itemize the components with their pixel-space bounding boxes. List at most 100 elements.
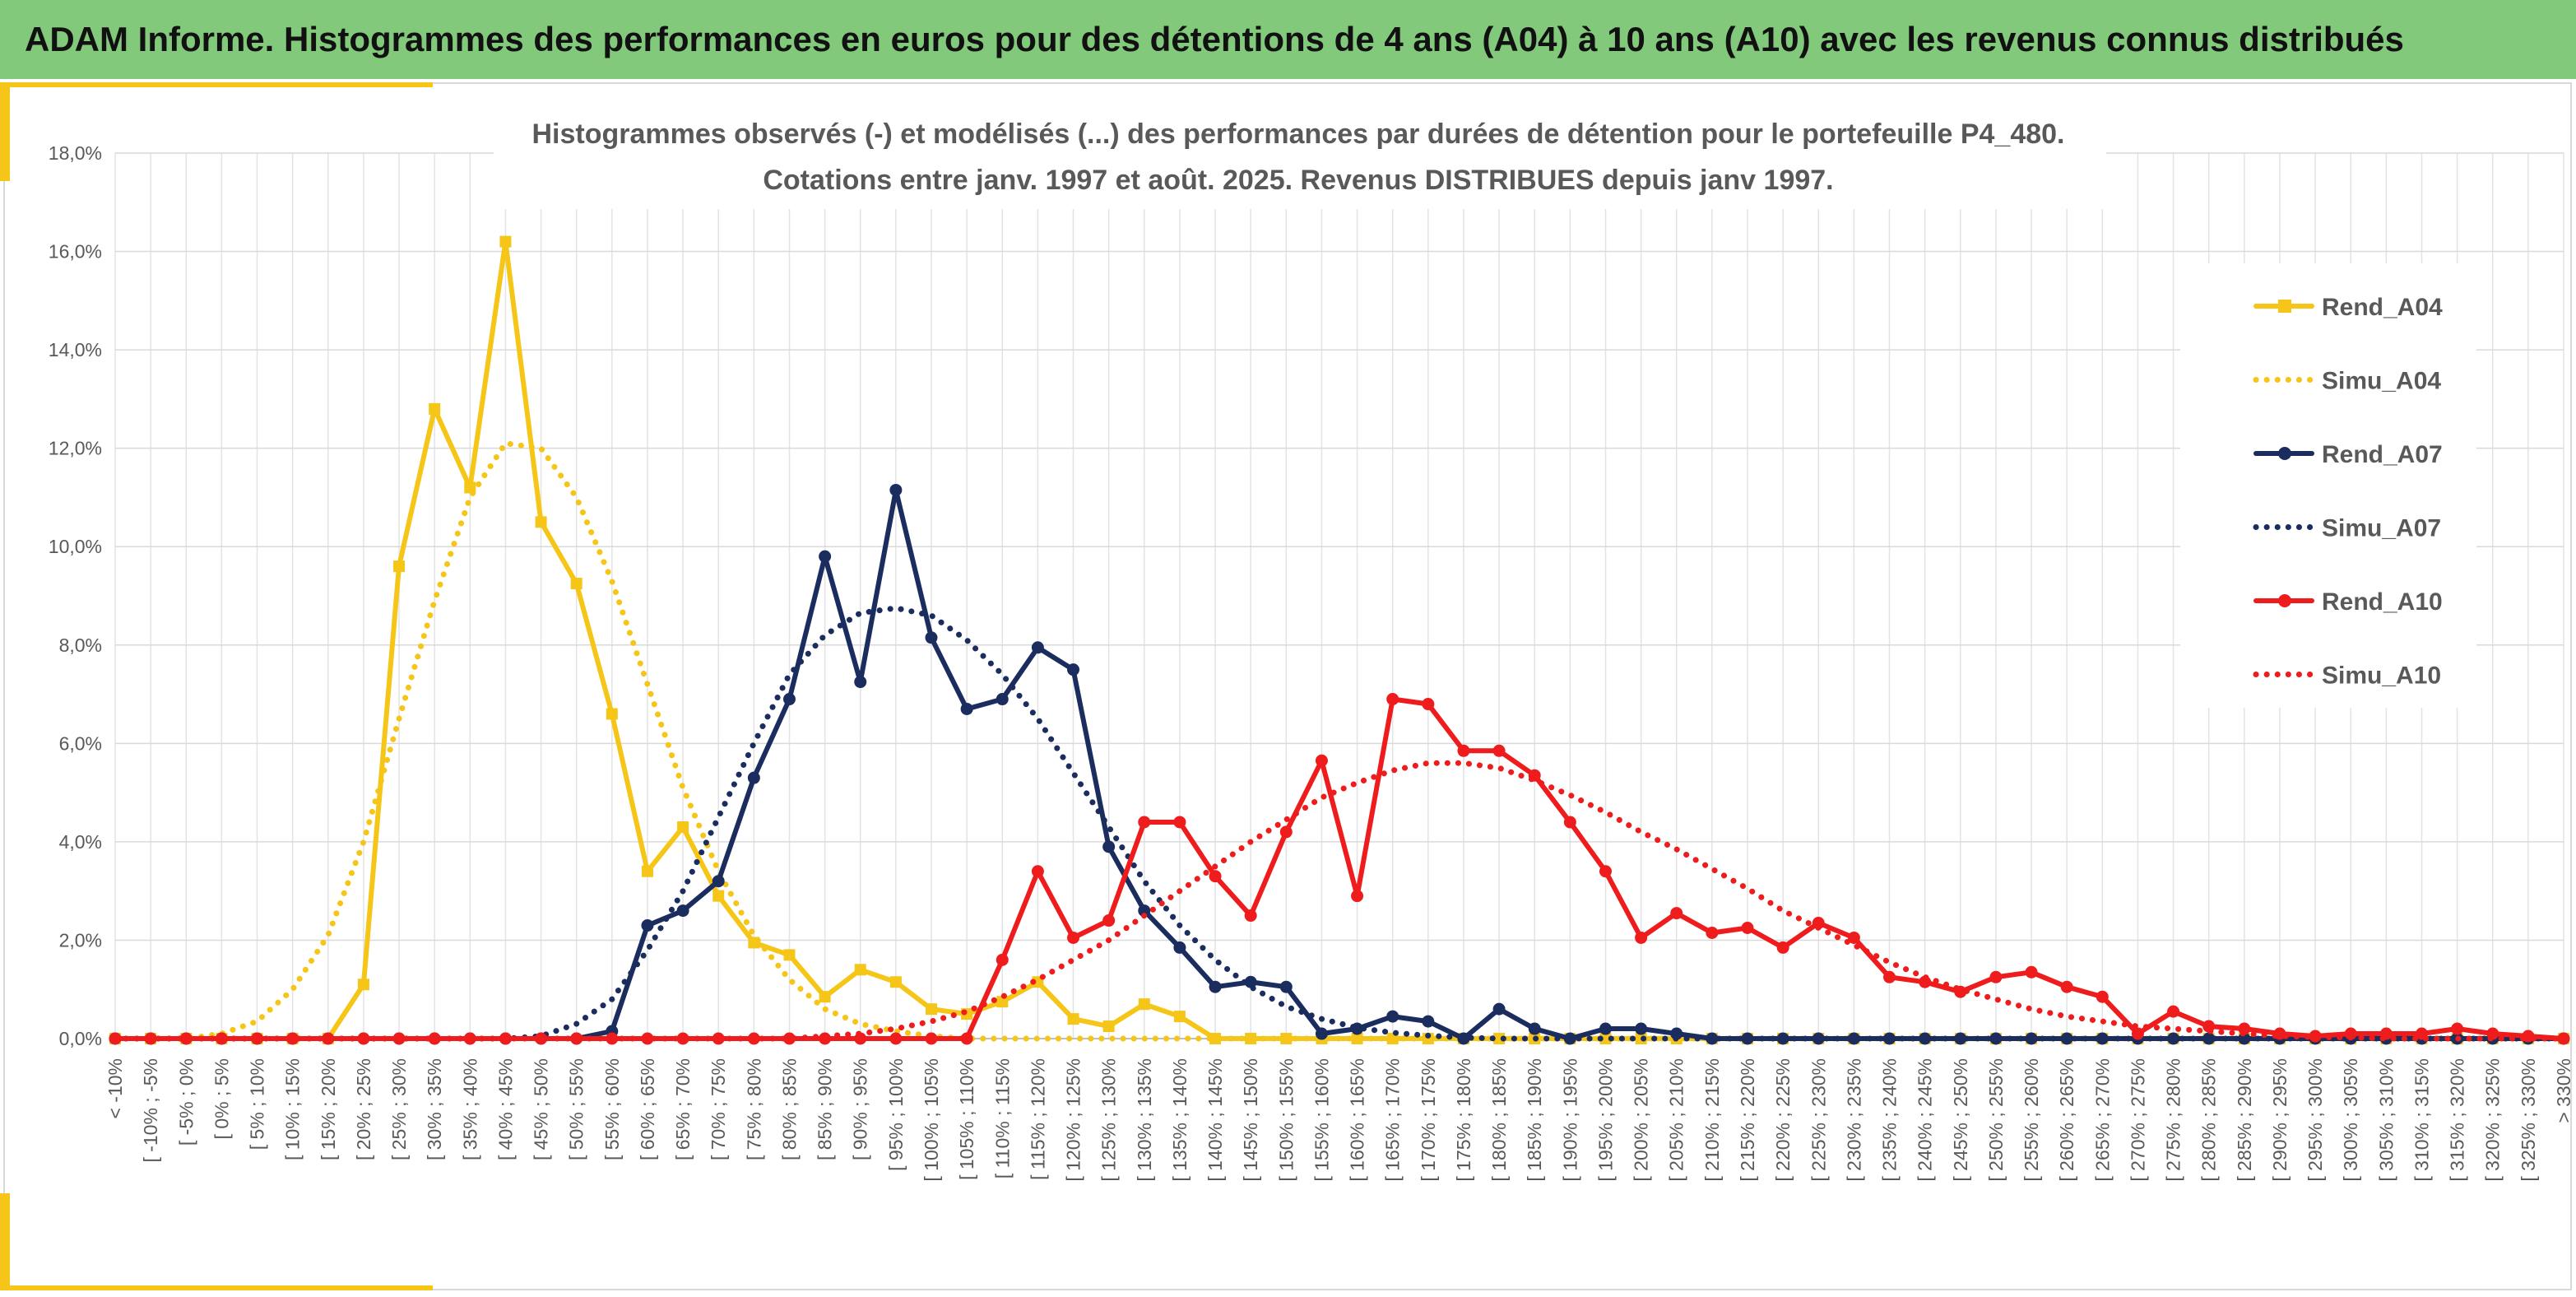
data-point-rend-a10 (889, 1032, 903, 1045)
y-tick-label: 12,0% (49, 438, 102, 459)
data-point-rend-a07 (925, 631, 938, 644)
data-point-rend-a10 (1067, 931, 1080, 944)
x-tick-label: [ 75% ; 80% (743, 1058, 764, 1160)
x-tick-label: [ 235% ; 240% (1879, 1058, 1901, 1182)
data-point-rend-a04 (854, 964, 866, 976)
data-point-rend-a10 (1989, 970, 2003, 983)
accent-bar (0, 1285, 433, 1290)
accent-bar (0, 82, 433, 87)
legend-label-simu-a04: Simu_A04 (2322, 368, 2441, 395)
y-tick-label: 18,0% (49, 142, 102, 164)
data-point-rend-a04 (641, 865, 653, 877)
data-point-rend-a10 (641, 1032, 654, 1045)
data-point-rend-a07 (1315, 1027, 1328, 1040)
header-banner: ADAM Informe. Histogrammes des performan… (0, 0, 2576, 79)
x-tick-label: [ 180% ; 185% (1488, 1058, 1510, 1182)
data-point-rend-a10 (392, 1032, 406, 1045)
data-point-rend-a07 (712, 875, 725, 888)
axes: 0,0% 2,0% 4,0% 6,0% 8,0% 10,0% 12,0% 14,0% 16,0%… (49, 142, 2574, 1182)
data-point-rend-a07 (1031, 641, 1044, 654)
accent-bar (0, 1193, 10, 1290)
data-point-rend-a07 (1492, 1002, 1506, 1016)
x-tick-label: [ 160% ; 165% (1347, 1058, 1368, 1182)
y-tick-label: 2,0% (59, 929, 102, 951)
data-point-rend-a07 (1386, 1010, 1399, 1023)
data-point-rend-a10 (2344, 1027, 2357, 1040)
y-tick-label: 6,0% (59, 732, 102, 754)
data-point-rend-a04 (1032, 976, 1044, 988)
x-tick-label: [ 315% ; 320% (2447, 1058, 2468, 1182)
data-point-rend-a10 (1102, 914, 1116, 927)
data-point-rend-a10 (2060, 980, 2073, 993)
x-tick-label: [ 285% ; 290% (2234, 1058, 2255, 1182)
x-tick-label: [ 225% ; 230% (1808, 1058, 1829, 1182)
data-point-rend-a04 (926, 1003, 937, 1016)
x-tick-label: [ 210% ; 215% (1701, 1058, 1723, 1182)
x-tick-label: [ 165% ; 170% (1382, 1058, 1404, 1182)
data-point-rend-a10 (2025, 965, 2038, 979)
data-point-rend-a10 (996, 953, 1009, 966)
data-point-rend-a10 (1173, 816, 1186, 829)
series-line-simu-a10 (112, 760, 2567, 1042)
x-tick-label: [ 195% ; 200% (1594, 1058, 1616, 1182)
data-point-rend-a04 (393, 560, 406, 573)
data-point-rend-a07 (782, 693, 796, 706)
data-point-rend-a10 (1847, 931, 1860, 944)
legend-label-simu-a10: Simu_A10 (2322, 662, 2441, 690)
y-tick-label: 8,0% (59, 635, 102, 656)
x-tick-label: [ 255% ; 260% (2021, 1058, 2042, 1182)
data-point-rend-a10 (1031, 865, 1044, 878)
data-point-rend-a04 (535, 516, 547, 528)
data-point-rend-a10 (960, 1032, 973, 1045)
x-tick-label: [ -10% ; -5% (140, 1058, 161, 1163)
data-point-rend-a10 (2167, 1005, 2180, 1018)
data-point-rend-a10 (1599, 865, 1612, 878)
data-point-rend-a10 (1422, 698, 1435, 711)
x-tick-label: [ 220% ; 225% (1772, 1058, 1794, 1182)
x-tick-label: [ 20% ; 25% (353, 1058, 374, 1160)
x-tick-label: [ 30% ; 35% (424, 1058, 445, 1160)
x-tick-label: [ 240% ; 245% (1915, 1058, 1936, 1182)
x-tick-label: [ -5% ; 0% (175, 1058, 197, 1146)
data-point-rend-a04 (606, 708, 618, 720)
data-point-rend-a04 (712, 890, 725, 902)
data-point-rend-a07 (2060, 1032, 2073, 1045)
x-tick-label: [ 0% ; 5% (211, 1058, 232, 1139)
data-point-rend-a07 (1847, 1032, 1860, 1045)
x-tick-label: [ 250% ; 255% (1985, 1058, 2007, 1182)
legend: Rend_A04 Simu_A04 Rend_A07 Simu_A07 Rend_A10… (2253, 294, 2443, 690)
data-point-rend-a10 (925, 1032, 938, 1045)
x-tick-label: [ 45% ; 50% (531, 1058, 552, 1160)
data-point-rend-a04 (1173, 1011, 1186, 1023)
x-tick-label: [ 5% ; 10% (247, 1058, 268, 1150)
data-point-rend-a10 (782, 1032, 796, 1045)
y-tick-label: 10,0% (49, 536, 102, 557)
legend-label-rend-a04: Rend_A04 (2322, 294, 2443, 321)
x-tick-label: [ 70% ; 75% (708, 1058, 729, 1160)
data-point-rend-a07 (1599, 1022, 1612, 1035)
x-tick-label: [ 130% ; 135% (1134, 1058, 1155, 1182)
accent-bar (0, 82, 10, 181)
data-point-rend-a07 (2096, 1032, 2109, 1045)
x-tick-label: [ 150% ; 155% (1275, 1058, 1297, 1182)
x-tick-label: [ 155% ; 160% (1311, 1058, 1332, 1182)
chart-title-line: Cotations entre janv. 1997 et août. 2025… (763, 165, 1833, 196)
data-point-rend-a07 (996, 693, 1009, 706)
legend-marker (2278, 447, 2291, 460)
x-tick-label: [ 105% ; 110% (956, 1058, 977, 1180)
data-point-rend-a07 (1209, 980, 1222, 993)
data-point-rend-a07 (1102, 840, 1116, 853)
data-point-rend-a10 (1883, 970, 1896, 983)
y-tick-label: 4,0% (59, 831, 102, 853)
chart-title: Histogrammes observés (-) et modélisés (… (494, 102, 2106, 209)
legend-marker (2278, 594, 2291, 607)
x-tick-label: [ 290% ; 295% (2269, 1058, 2291, 1182)
x-tick-label: [ 40% ; 45% (494, 1058, 516, 1160)
y-tick-label: 0,0% (59, 1028, 102, 1049)
data-point-rend-a07 (1067, 663, 1080, 676)
x-tick-label: [ 260% ; 265% (2056, 1058, 2077, 1182)
x-tick-label: [ 10% ; 15% (282, 1058, 304, 1160)
data-point-rend-a07 (854, 676, 867, 689)
x-tick-label: > 330% (2553, 1058, 2574, 1123)
